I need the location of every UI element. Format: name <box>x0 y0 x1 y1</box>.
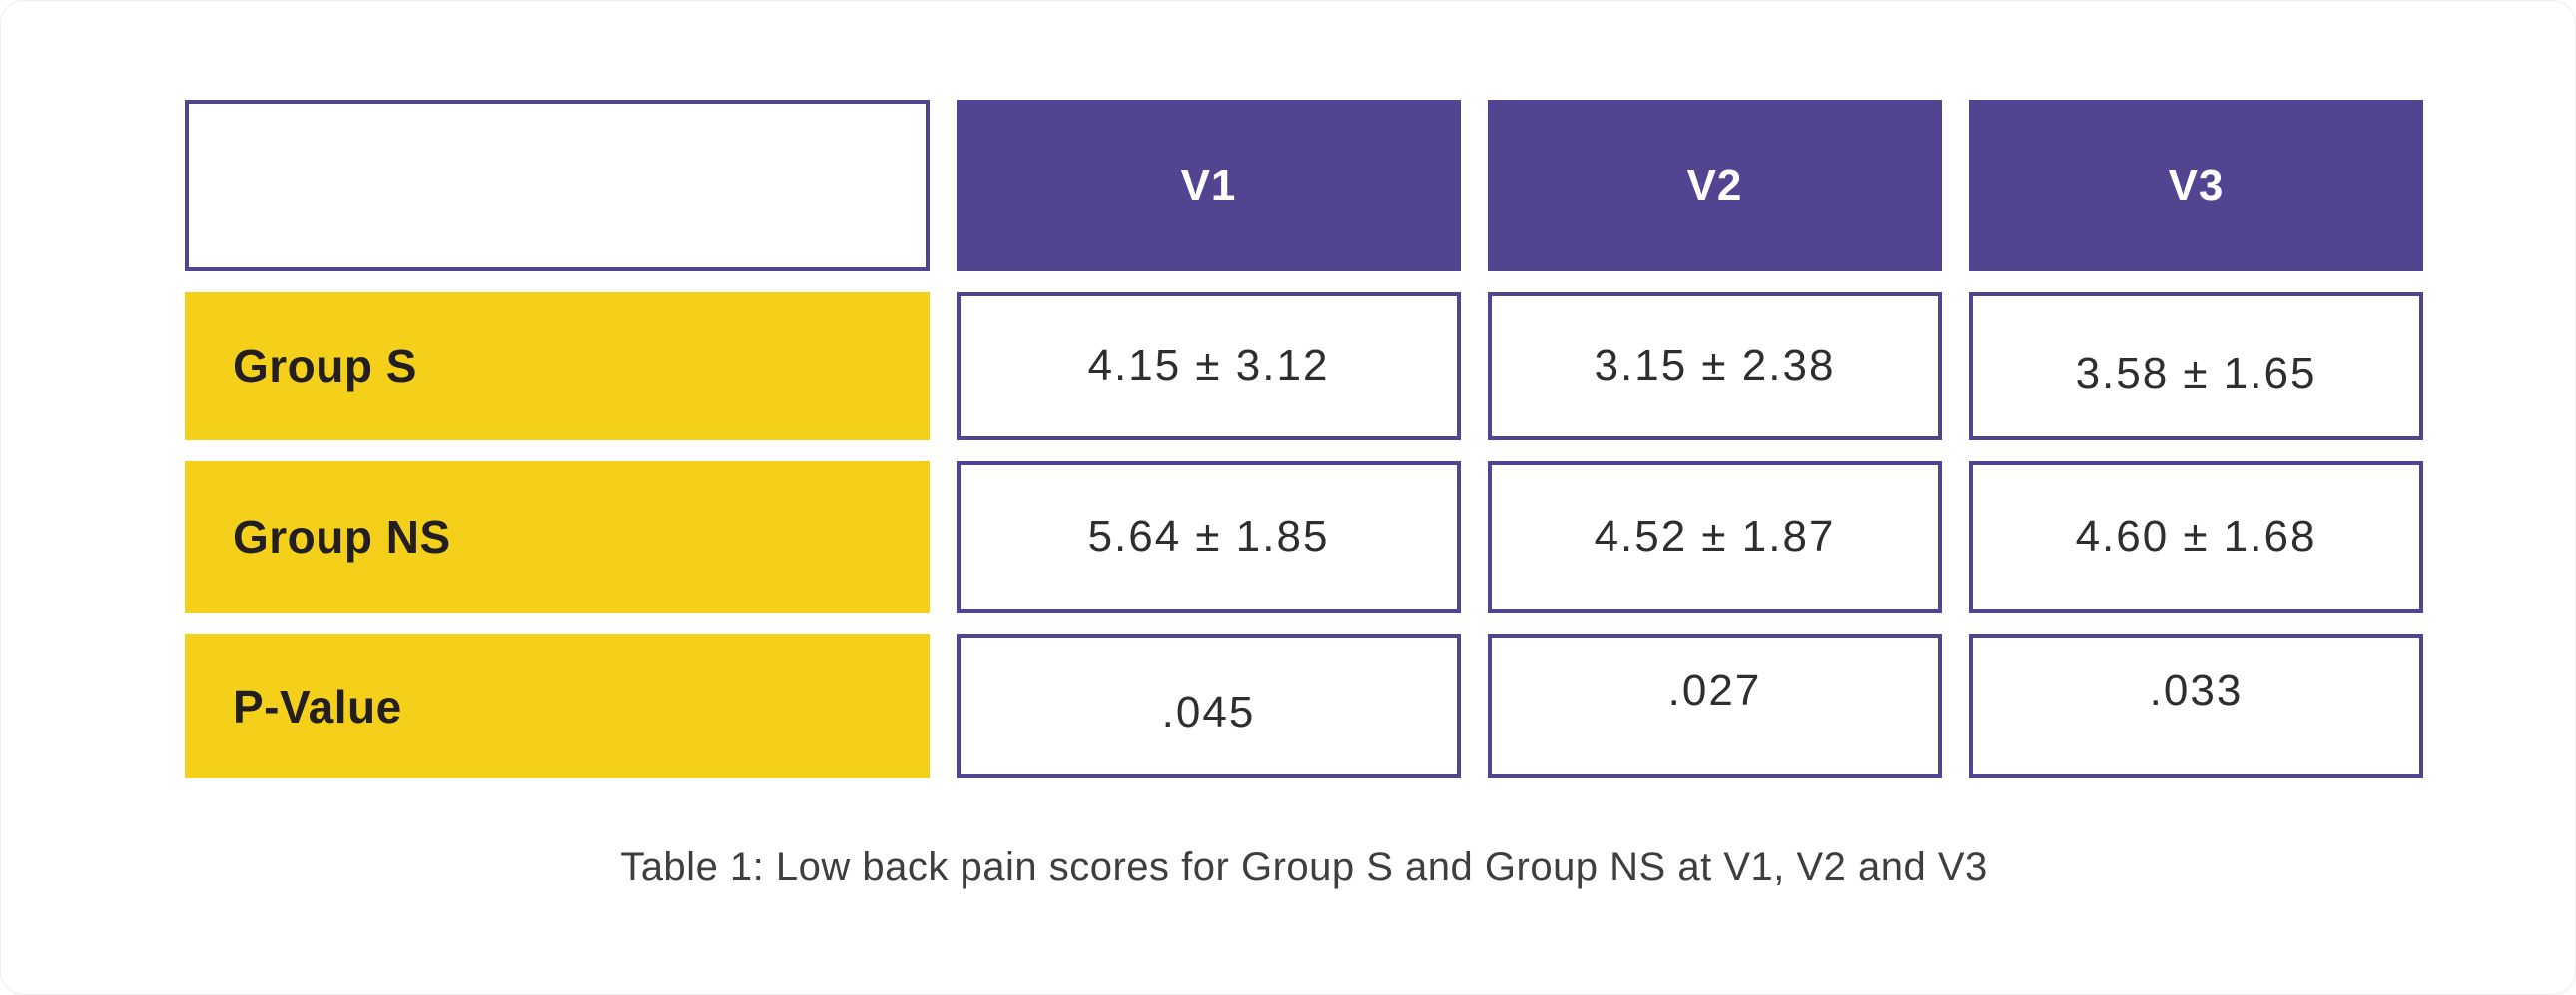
cell-value: 3.15 ± 2.38 <box>1594 341 1836 390</box>
cell-value: 4.52 ± 1.87 <box>1594 512 1836 561</box>
cell-value: 3.58 ± 1.65 <box>2075 349 2317 398</box>
column-header-v1: V1 <box>957 100 1461 271</box>
column-header-v3: V3 <box>1969 100 2423 271</box>
cell-group-s-v2: 3.15 ± 2.38 <box>1488 292 1942 440</box>
row-header-group-ns: Group NS <box>185 461 930 613</box>
cell-group-ns-v1: 5.64 ± 1.85 <box>957 461 1461 613</box>
cell-value: 5.64 ± 1.85 <box>1087 512 1330 561</box>
corner-cell <box>185 100 930 271</box>
cell-group-s-v3: 3.58 ± 1.65 <box>1969 292 2423 440</box>
cell-group-ns-v3: 4.60 ± 1.68 <box>1969 461 2423 613</box>
cell-p-value-v2: .027 <box>1488 634 1942 778</box>
cell-value: 4.15 ± 3.12 <box>1087 341 1330 390</box>
cell-value: .027 <box>1667 665 1762 715</box>
row-header-group-s: Group S <box>185 292 930 440</box>
cell-group-ns-v2: 4.52 ± 1.87 <box>1488 461 1942 613</box>
cell-value: .033 <box>2149 665 2244 715</box>
pain-scores-table: V1 V2 V3 Group S 4.15 ± 3.12 3.15 ± 2.38… <box>185 100 2423 778</box>
cell-group-s-v1: 4.15 ± 3.12 <box>957 292 1461 440</box>
table-caption: Table 1: Low back pain scores for Group … <box>620 845 1988 889</box>
row-header-p-value: P-Value <box>185 634 930 778</box>
column-header-v2: V2 <box>1488 100 1942 271</box>
cell-p-value-v3: .033 <box>1969 634 2423 778</box>
cell-value: 4.60 ± 1.68 <box>2075 512 2317 561</box>
cell-p-value-v1: .045 <box>957 634 1461 778</box>
cell-value: .045 <box>1161 687 1256 737</box>
